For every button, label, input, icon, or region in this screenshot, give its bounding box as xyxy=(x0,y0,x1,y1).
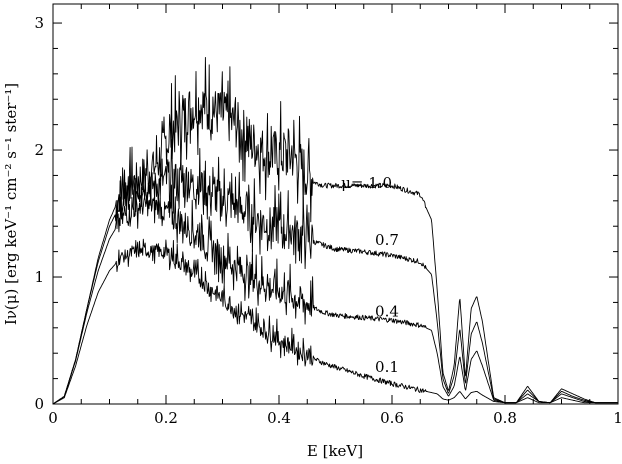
y-tick-label: 1 xyxy=(34,268,44,286)
x-tick-label: 0.6 xyxy=(380,409,404,427)
tick-layer: 0 0.2 0.4 0.6 0.8 1 0 1 2 3 xyxy=(34,4,622,427)
x-tick-label: 0.4 xyxy=(267,409,291,427)
y-tick-label: 0 xyxy=(34,395,44,413)
x-tick-label: 1 xyxy=(613,409,622,427)
y-axis-title: Iν(μ) [erg keV⁻¹ cm⁻² s⁻¹ ster⁻¹] xyxy=(2,83,20,325)
x-tick-label: 0.2 xyxy=(154,409,178,427)
y-tick-label: 3 xyxy=(34,14,44,32)
curve-label: μ= 1.0 xyxy=(341,174,392,192)
curve-label: 0.1 xyxy=(375,358,399,376)
series-mu-1 xyxy=(52,56,618,405)
series-mu-0-1 xyxy=(52,238,618,405)
series-mu-0-4 xyxy=(52,184,618,405)
curve-label: 0.7 xyxy=(375,231,399,249)
curve-label: 0.4 xyxy=(375,302,399,320)
plot-frame xyxy=(52,3,619,405)
series-mu-0-7 xyxy=(52,139,618,405)
series-layer xyxy=(52,56,618,405)
x-tick-label: 0 xyxy=(48,409,58,427)
x-axis-title: E [keV] xyxy=(307,442,363,460)
y-tick-label: 2 xyxy=(34,141,44,159)
x-tick-label: 0.8 xyxy=(493,409,517,427)
annotation-layer: μ= 1.0 0.7 0.4 0.1 xyxy=(341,174,399,376)
